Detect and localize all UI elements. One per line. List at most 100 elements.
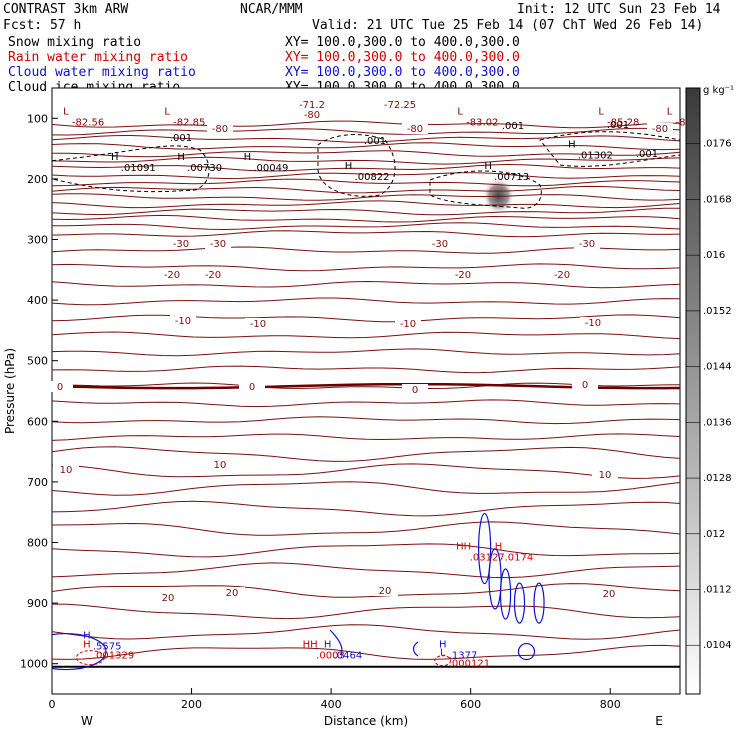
- isotherm-line: [52, 222, 680, 231]
- contour-label-bg: [580, 317, 606, 328]
- west-label: W: [81, 714, 93, 728]
- temperature-contour-label: 20: [226, 588, 239, 599]
- extremum-value: .001329: [93, 651, 134, 662]
- contour-label-bg: [168, 238, 194, 249]
- temperature-contour-label: 10: [60, 465, 73, 476]
- isotherm-line: [52, 200, 680, 209]
- extremum-value: .1377: [449, 651, 478, 662]
- isotherm-line: [52, 263, 680, 272]
- extremum-value: .00713: [494, 172, 529, 183]
- temperature-contour-label: -80: [212, 124, 228, 135]
- contour-label-bg: [647, 123, 673, 134]
- cloud-ice-contour-label: .001: [636, 149, 658, 160]
- temperature-contour-label: -20: [164, 270, 180, 281]
- extremum-value: .00049: [253, 163, 288, 174]
- extremum-marker: H: [345, 161, 353, 172]
- isotherm-line: [52, 280, 680, 289]
- contour-label-bg: [159, 269, 185, 280]
- extremum-marker: HH: [456, 541, 471, 552]
- y-tick-label: 700: [27, 476, 48, 489]
- isotherm-line: [52, 172, 680, 180]
- isotherm-line: [52, 463, 680, 479]
- isotherm-line: [52, 433, 680, 441]
- contour-label-bg: [245, 318, 271, 329]
- temperature-contour-label: 10: [599, 470, 612, 481]
- contour-label-bg: [53, 464, 79, 475]
- isotherm-line: [52, 207, 680, 216]
- isotherm-line: [52, 521, 680, 536]
- cloud-water-contour: [533, 582, 545, 624]
- extremum-value: .0174: [505, 552, 534, 563]
- contour-label-bg: [572, 379, 598, 390]
- y-tick-label: 400: [27, 294, 48, 307]
- isotherm-line: [52, 446, 680, 462]
- x-tick-label: 200: [181, 698, 202, 711]
- colorbar-label: .0112: [703, 585, 732, 596]
- extremum-marker: H: [83, 640, 91, 651]
- temperature-contour-label: -20: [205, 270, 221, 281]
- contour-layer: [52, 120, 680, 671]
- x-tick-label: 600: [460, 698, 481, 711]
- extremum-marker: H: [83, 631, 91, 642]
- legend-cloud-water-xy: XY= 100.0,300.0 to 400.0,300.0: [285, 65, 520, 80]
- temperature-contour-label: 0: [412, 385, 418, 396]
- isotherm-line: [52, 185, 680, 194]
- contour-label-bg: [47, 381, 73, 392]
- contour-label-bg: [592, 469, 618, 480]
- contour-label-bg: [372, 585, 398, 596]
- colorbar-label: .0128: [703, 473, 732, 484]
- isotherm-line: [52, 230, 680, 238]
- colorbar-label: .0168: [703, 194, 732, 205]
- forecast-hour: Fcst: 57 h: [3, 18, 82, 33]
- colorbar-label: .0136: [703, 417, 732, 428]
- plot-area: -71.2 -72.25 -80 -80 -80 -80 -30 -30 -30 -30 -20 -2…: [3, 87, 695, 728]
- isotherm-line: [52, 562, 680, 579]
- rain-contour: [75, 650, 105, 666]
- extremum-marker: H: [439, 640, 447, 651]
- temperature-contour-label: -10: [250, 319, 266, 330]
- isotherm-line: [52, 331, 680, 340]
- legend-cloud-water-name: Cloud water mixing ratio: [8, 65, 196, 80]
- colorbar-label: .0104: [703, 640, 732, 651]
- contour-label-bg: [596, 588, 622, 599]
- extremum-marker: HH: [303, 640, 318, 651]
- temperature-contour-label: -10: [175, 316, 191, 327]
- legend-snow-xy: XY= 100.0,300.0 to 400.0,300.0: [285, 35, 520, 50]
- extremum-marker: H: [568, 140, 576, 151]
- isotherm-line: [52, 193, 680, 201]
- cloud-water-contour: [329, 629, 343, 656]
- cloud-ice-contour: [539, 131, 680, 167]
- isotherm-line: [52, 603, 680, 620]
- contour-label-bg: [450, 269, 476, 280]
- cloud-water-contour: [499, 568, 512, 620]
- contour-label-bg: [239, 381, 265, 392]
- isotherm-line: [52, 399, 680, 408]
- isotherm-line: [52, 348, 680, 357]
- isotherm-line: [52, 150, 680, 158]
- isotherm-line: [52, 142, 680, 151]
- rain-contour: [434, 655, 452, 667]
- contour-label-bg: [205, 238, 231, 249]
- temperature-contour-label: -80: [407, 124, 423, 135]
- extremum-marker: L: [440, 648, 446, 659]
- y-tick-label: 500: [27, 355, 48, 368]
- extremum-value: .000121: [449, 659, 490, 670]
- y-tick-label: 800: [27, 537, 48, 550]
- colorbar-label: .016: [703, 250, 725, 261]
- extremum-value: .0464: [334, 651, 363, 662]
- legend-rain-xy: XY= 100.0,300.0 to 400.0,300.0: [285, 50, 520, 65]
- isotherm-line: [52, 127, 680, 136]
- colorbar-label: .0176: [703, 139, 732, 150]
- extremum-value: .01091: [121, 163, 156, 174]
- contour-label-bg: [207, 459, 233, 470]
- colorbar-unit: g kg⁻¹: [703, 85, 734, 96]
- extremum-marker: H: [244, 152, 252, 163]
- y-tick-label: 200: [27, 173, 48, 186]
- x-axis-label: Distance (km): [324, 714, 408, 728]
- isotherm-line: [52, 120, 680, 129]
- temperature-contour-label: -10: [585, 318, 601, 329]
- legend-snow-name: Snow mixing ratio: [8, 35, 142, 50]
- temperature-contour-label: -20: [554, 270, 570, 281]
- model-title: CONTRAST 3km ARW: [3, 2, 129, 17]
